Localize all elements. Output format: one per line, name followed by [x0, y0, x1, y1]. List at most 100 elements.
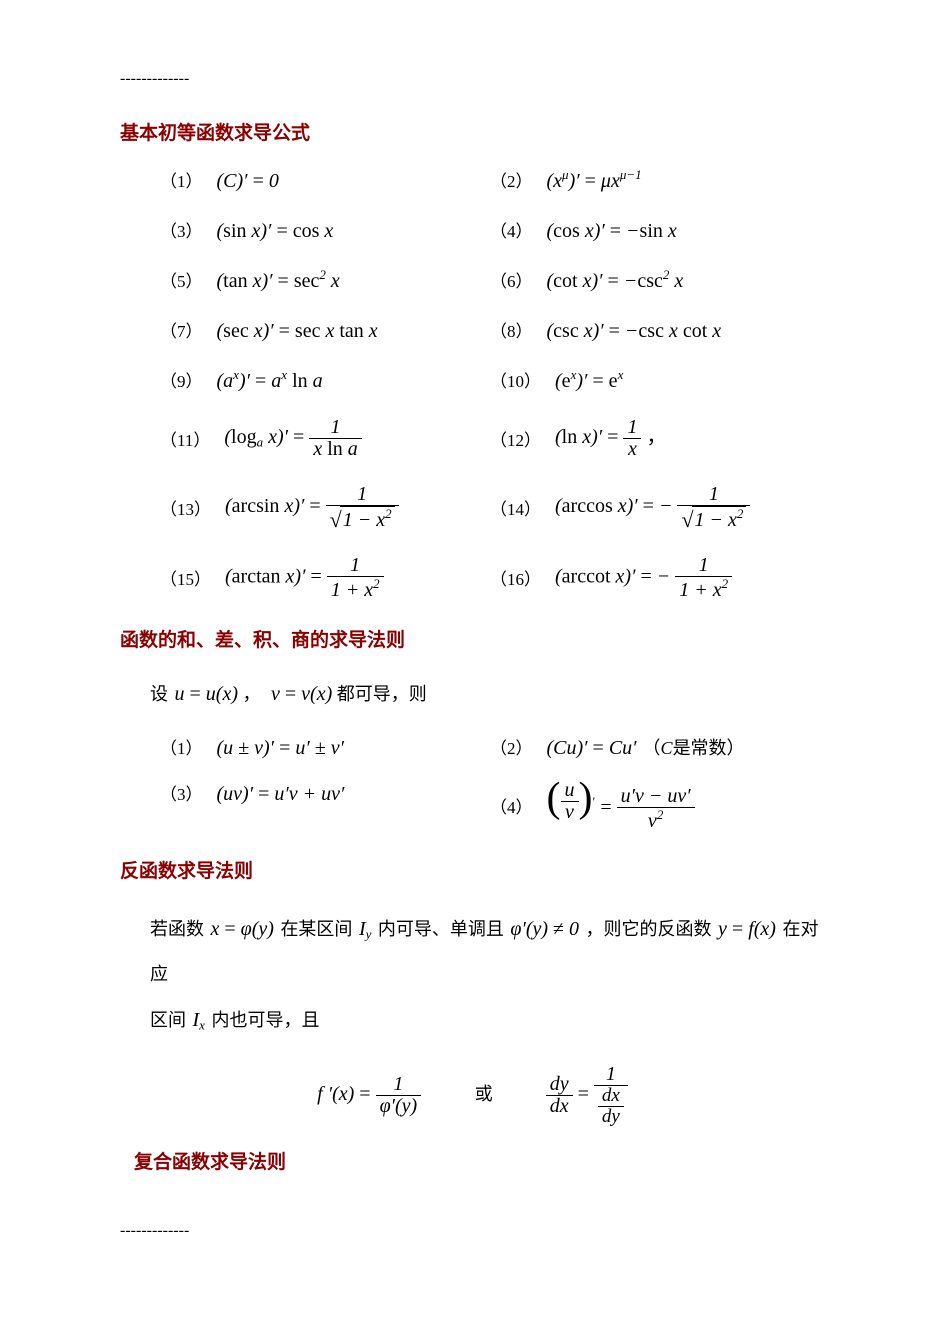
- formula-5: （5） (tan x)′ = sec2 x: [160, 267, 490, 293]
- f13: (arcsin x)′ = 1 √1 − x2: [225, 484, 399, 531]
- formula-15: （15） (arctan x)′ = 11 + x2: [160, 555, 490, 601]
- r4: ( uv ) ′ = u′v − uv′v2: [547, 780, 695, 832]
- num-16: （16）: [490, 565, 541, 590]
- rnum-1: （1）: [160, 734, 203, 759]
- inv-fn: 1: [376, 1074, 422, 1095]
- f10: (ex)′ = ex: [555, 367, 623, 393]
- intro-eq1: u = u(x): [175, 683, 238, 705]
- formula-6: （6） (cot x)′ = −csc2 x: [490, 267, 820, 293]
- section1-title: 基本初等函数求导公式: [120, 118, 825, 145]
- num-9: （9）: [160, 367, 203, 392]
- f1: (C)′ = 0: [217, 170, 279, 193]
- num-2: （2）: [490, 167, 533, 192]
- f16: (arccot x)′ = − 11 + x2: [555, 555, 732, 601]
- inv-or: 或: [475, 1084, 493, 1104]
- inv-p1: 若函数: [150, 919, 204, 939]
- num-5: （5）: [160, 267, 203, 292]
- inverse-final-eq: f ′(x) = 1φ′(y) 或 dydx = 1 dxdy: [120, 1064, 825, 1127]
- formula-13: （13） (arcsin x)′ = 1 √1 − x2: [160, 484, 490, 531]
- inv-p7: 内也可导，且: [211, 1010, 319, 1030]
- formula-1: （1） (C)′ = 0: [160, 167, 490, 193]
- rule-4: （4） ( uv ) ′ = u′v − uv′v2: [490, 780, 820, 832]
- r2-nc: C: [661, 738, 673, 758]
- inv-eq5: Ix: [193, 1009, 205, 1031]
- num-15: （15）: [160, 565, 211, 590]
- num-12: （12）: [490, 426, 541, 451]
- f15-num: 1: [327, 555, 384, 576]
- inv-p4: ，则它的反函数: [586, 919, 712, 939]
- r2: (Cu)′ = Cu′: [547, 737, 637, 760]
- num-6: （6）: [490, 267, 533, 292]
- num-1: （1）: [160, 167, 203, 192]
- r2-note: （C是常数）: [643, 734, 745, 760]
- inverse-para1: 若函数 x = φ(y) 在某区间 Iy 内可导、单调且 φ′(y) ≠ 0 ，…: [150, 905, 825, 1044]
- section3-title: 反函数求导法则: [120, 856, 825, 883]
- inv-eq3: φ′(y) ≠ 0: [510, 918, 579, 940]
- f12-den: x: [623, 438, 641, 460]
- inv-p6: 区间: [150, 1010, 186, 1030]
- rnum-2: （2）: [490, 734, 533, 759]
- inv-p3: 内可导、单调且: [378, 919, 504, 939]
- intro-eq2: v = v(x): [271, 683, 332, 705]
- inv-eq4: y = f(x): [718, 918, 776, 940]
- rule-1: （1） (u ± v)′ = u′ ± v′: [160, 734, 490, 760]
- rnum-3: （3）: [160, 780, 203, 805]
- f12-num: 1: [623, 417, 641, 438]
- formula-7: （7） (sec x)′ = sec x tan x: [160, 317, 490, 343]
- formula-4: （4） (cos x)′ = −sin x: [490, 217, 820, 243]
- r4-bot: v: [561, 801, 579, 823]
- f6: (cot x)′ = −csc2 x: [547, 267, 684, 293]
- f9: (ax)′ = ax ln a: [217, 367, 323, 393]
- f11: (loga x)′ = 1x ln a: [224, 417, 361, 460]
- rule-2: （2） (Cu)′ = Cu′ （C是常数）: [490, 734, 820, 760]
- intro-pre: 设: [150, 684, 168, 704]
- f2: (xμ)′ = μxμ−1: [547, 167, 642, 193]
- r2-npo: 是常数）: [673, 738, 745, 758]
- dash-line-top: -------------: [120, 70, 825, 88]
- basic-formulas: （1） (C)′ = 0 （2） (xμ)′ = μxμ−1 （3） (sin …: [160, 167, 825, 601]
- intro-post: 都可导，则: [337, 684, 427, 704]
- section4-title: 复合函数求导法则: [134, 1147, 825, 1174]
- r1: (u ± v)′ = u′ ± v′: [217, 737, 344, 760]
- f4: (cos x)′ = −sin x: [547, 220, 677, 243]
- num-4: （4）: [490, 217, 533, 242]
- rnum-4: （4）: [490, 793, 533, 818]
- inv-p2: 在某区间: [280, 919, 352, 939]
- r4-top: u: [561, 780, 579, 801]
- num-11: （11）: [160, 426, 210, 451]
- section2-title: 函数的和、差、积、商的求导法则: [120, 625, 825, 652]
- intro-sep: ，: [242, 684, 260, 704]
- f12-trail: ，: [646, 426, 666, 448]
- f12: (ln x)′ = 1x ，: [555, 417, 666, 460]
- r2-np: （: [643, 738, 661, 758]
- inv-eq2: Iy: [359, 918, 371, 940]
- f13-num: 1: [326, 484, 399, 505]
- formula-12: （12） (ln x)′ = 1x ，: [490, 417, 820, 460]
- num-13: （13）: [160, 495, 211, 520]
- num-3: （3）: [160, 217, 203, 242]
- f7: (sec x)′ = sec x tan x: [217, 320, 378, 343]
- formula-8: （8） (csc x)′ = −csc x cot x: [490, 317, 820, 343]
- f3: (sin x)′ = cos x: [217, 220, 334, 243]
- inv-one: 1: [594, 1064, 628, 1085]
- formula-10: （10） (ex)′ = ex: [490, 367, 820, 393]
- num-10: （10）: [490, 367, 541, 392]
- r3: (uv)′ = u′v + uv′: [217, 783, 345, 806]
- formula-2: （2） (xμ)′ = μxμ−1: [490, 167, 820, 193]
- inv-eq1: x = φ(y): [211, 918, 274, 940]
- num-14: （14）: [490, 495, 541, 520]
- formula-9: （9） (ax)′ = ax ln a: [160, 367, 490, 393]
- f8: (csc x)′ = −csc x cot x: [547, 320, 722, 343]
- f5: (tan x)′ = sec2 x: [217, 267, 340, 293]
- f14: (arccos x)′ = − 1 √1 − x2: [555, 484, 750, 531]
- dash-line-bottom: -------------: [120, 1222, 825, 1240]
- num-7: （7）: [160, 317, 203, 342]
- f14-num: 1: [677, 484, 750, 505]
- f16-num: 1: [675, 555, 732, 576]
- formula-14: （14） (arccos x)′ = − 1 √1 − x2: [490, 484, 820, 531]
- num-8: （8）: [490, 317, 533, 342]
- formula-16: （16） (arccot x)′ = − 11 + x2: [490, 555, 820, 601]
- rules-intro: 设 u = u(x) ， v = v(x) 都可导，则: [150, 674, 825, 714]
- formula-3: （3） (sin x)′ = cos x: [160, 217, 490, 243]
- rule-3: （3） (uv)′ = u′v + uv′: [160, 780, 490, 832]
